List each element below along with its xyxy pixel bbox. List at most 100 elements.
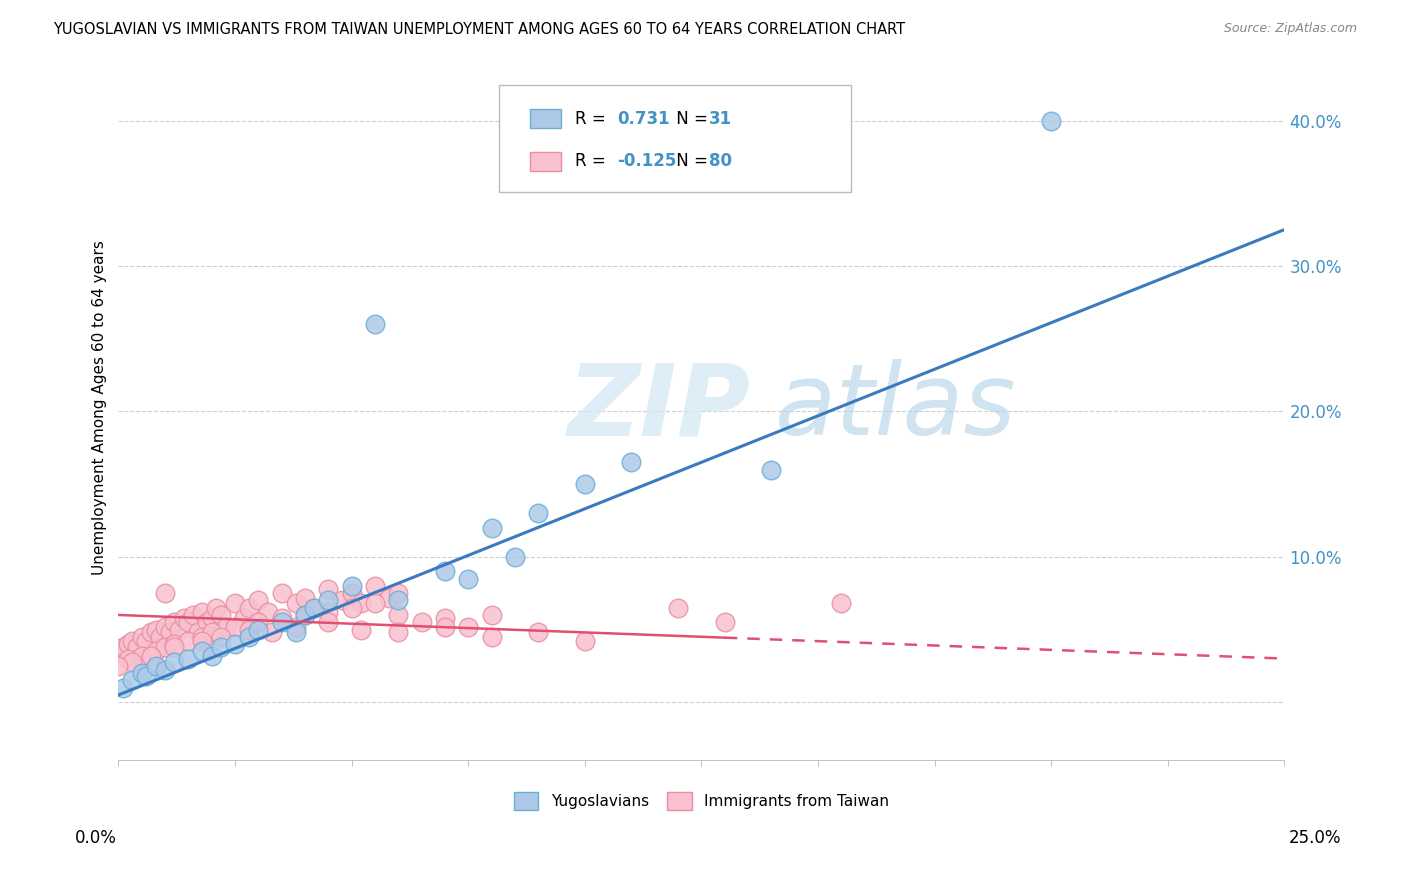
Point	[112, 640, 135, 654]
Point	[713, 615, 735, 630]
Text: N =: N =	[671, 153, 713, 170]
Point	[181, 607, 204, 622]
Point	[284, 596, 307, 610]
Point	[247, 623, 270, 637]
Text: 25.0%: 25.0%	[1288, 829, 1341, 847]
Point	[350, 596, 373, 610]
Point	[340, 579, 363, 593]
Text: R =: R =	[575, 153, 612, 170]
Point	[411, 615, 433, 630]
Point	[666, 600, 689, 615]
Point	[209, 640, 232, 654]
Point	[153, 663, 176, 677]
Point	[364, 596, 387, 610]
Point	[145, 644, 167, 658]
Point	[620, 455, 643, 469]
Point	[187, 625, 209, 640]
Point	[205, 600, 228, 615]
Point	[364, 579, 387, 593]
Point	[177, 634, 200, 648]
Text: atlas: atlas	[775, 359, 1017, 457]
Point	[163, 655, 186, 669]
Point	[149, 630, 172, 644]
Point	[191, 630, 214, 644]
Text: 80: 80	[709, 153, 731, 170]
Point	[191, 634, 214, 648]
Point	[117, 637, 139, 651]
Point	[1040, 113, 1063, 128]
Point	[387, 586, 409, 600]
Point	[191, 644, 214, 658]
Point	[135, 669, 157, 683]
Point	[131, 648, 153, 663]
Point	[215, 619, 238, 633]
Point	[284, 625, 307, 640]
Point	[378, 591, 401, 605]
Point	[153, 619, 176, 633]
Point	[163, 640, 186, 654]
Point	[387, 625, 409, 640]
Point	[364, 317, 387, 331]
Point	[481, 607, 503, 622]
Point	[159, 625, 181, 640]
Point	[294, 607, 316, 622]
Text: N =: N =	[671, 110, 713, 128]
Point	[457, 572, 479, 586]
Point	[247, 615, 270, 630]
Point	[294, 591, 316, 605]
Point	[318, 615, 340, 630]
Point	[262, 625, 284, 640]
Legend: Yugoslavians, Immigrants from Taiwan: Yugoslavians, Immigrants from Taiwan	[508, 787, 896, 816]
Point	[433, 619, 456, 633]
Point	[256, 605, 278, 619]
Point	[761, 462, 783, 476]
Point	[527, 506, 550, 520]
Point	[224, 637, 246, 651]
Point	[270, 586, 292, 600]
Point	[340, 586, 363, 600]
Point	[270, 611, 292, 625]
Point	[224, 619, 246, 633]
Point	[247, 593, 270, 607]
Text: 0.731: 0.731	[617, 110, 669, 128]
Point	[177, 615, 200, 630]
Point	[304, 600, 326, 615]
Point	[173, 611, 195, 625]
Point	[318, 593, 340, 607]
Point	[131, 666, 153, 681]
Point	[350, 623, 373, 637]
Point	[209, 607, 232, 622]
Point	[304, 600, 326, 615]
Point	[318, 605, 340, 619]
Point	[387, 607, 409, 622]
Point	[145, 623, 167, 637]
Point	[201, 648, 224, 663]
Point	[830, 596, 852, 610]
Point	[127, 640, 149, 654]
Point	[224, 596, 246, 610]
Text: YUGOSLAVIAN VS IMMIGRANTS FROM TAIWAN UNEMPLOYMENT AMONG AGES 60 TO 64 YEARS COR: YUGOSLAVIAN VS IMMIGRANTS FROM TAIWAN UN…	[53, 22, 905, 37]
Point	[238, 600, 260, 615]
Point	[153, 586, 176, 600]
Point	[574, 634, 596, 648]
Point	[145, 658, 167, 673]
Point	[107, 644, 129, 658]
Y-axis label: Unemployment Among Ages 60 to 64 years: Unemployment Among Ages 60 to 64 years	[93, 240, 107, 575]
Point	[121, 655, 143, 669]
Point	[163, 615, 186, 630]
Point	[201, 625, 224, 640]
Point	[238, 623, 260, 637]
Point	[117, 651, 139, 665]
Point	[131, 630, 153, 644]
Point	[238, 630, 260, 644]
Text: R =: R =	[575, 110, 612, 128]
Point	[153, 640, 176, 654]
Point	[294, 607, 316, 622]
Point	[201, 611, 224, 625]
Point	[121, 634, 143, 648]
Point	[433, 565, 456, 579]
Point	[503, 549, 526, 564]
Point	[433, 611, 456, 625]
Point	[387, 593, 409, 607]
Text: -0.125: -0.125	[617, 153, 676, 170]
